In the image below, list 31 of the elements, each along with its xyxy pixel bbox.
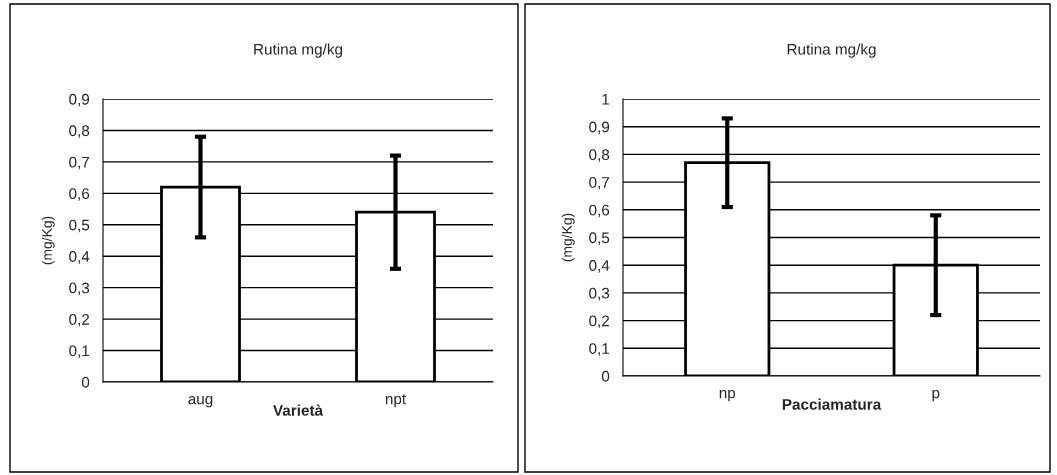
y-tick-label: 0,1 <box>589 343 610 356</box>
x-axis-title: Varietà <box>273 404 324 416</box>
y-tick-label: 0,2 <box>69 313 90 327</box>
y-tick-label: 0 <box>81 376 90 388</box>
y-tick-label: 0,6 <box>589 204 610 218</box>
y-tick-label: 0,3 <box>589 287 610 301</box>
y-tick-label: 1 <box>602 94 610 105</box>
y-tick-label: 0,7 <box>589 176 610 190</box>
y-tick-label: 0,7 <box>69 156 90 170</box>
y-tick-label: 0,3 <box>69 282 90 296</box>
y-tick-label: 0,4 <box>69 251 90 264</box>
y-tick-label: 0,1 <box>69 345 90 359</box>
x-tick-label: aug <box>188 395 213 408</box>
y-axis-title: (mg/Kg) <box>561 213 575 262</box>
x-axis-title: Pacciamatura <box>782 398 882 410</box>
y-tick-label: 0 <box>601 370 610 382</box>
y-tick-label: 0,8 <box>69 125 90 138</box>
x-tick-label: npt <box>385 394 407 408</box>
chart-title: Rutina mg/kg <box>254 43 343 58</box>
y-tick-label: 0,4 <box>589 260 610 273</box>
y-axis-title: (mg/Kg) <box>41 216 55 265</box>
chart-title: Rutina mg/kg <box>787 43 876 58</box>
y-tick-label: 0,8 <box>589 149 610 162</box>
y-tick-label: 0,5 <box>589 232 610 245</box>
y-tick-label: 0,9 <box>589 121 610 135</box>
y-tick-label: 0,6 <box>69 188 90 201</box>
y-tick-label: 0,5 <box>69 219 90 233</box>
y-tick-label: 0,9 <box>69 93 90 107</box>
y-tick-label: 0,2 <box>589 315 610 329</box>
x-tick-label: p <box>932 389 940 402</box>
x-tick-label: np <box>719 389 736 402</box>
